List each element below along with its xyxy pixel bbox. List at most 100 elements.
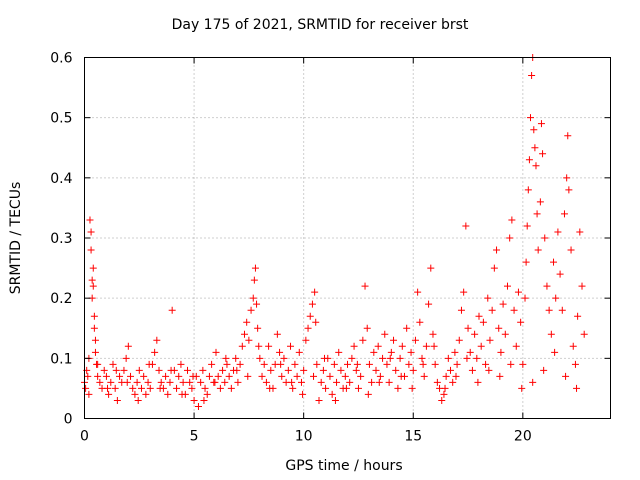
data-point bbox=[523, 222, 531, 230]
data-point bbox=[431, 360, 439, 368]
data-point bbox=[537, 120, 545, 128]
data-point bbox=[409, 366, 417, 374]
x-tick-label: 5 bbox=[190, 429, 199, 445]
data-point bbox=[173, 384, 181, 392]
data-point bbox=[497, 348, 505, 356]
data-point bbox=[302, 336, 310, 344]
data-point bbox=[485, 366, 493, 374]
data-point bbox=[146, 384, 154, 392]
data-point bbox=[167, 366, 175, 374]
data-point bbox=[562, 372, 570, 380]
data-point bbox=[429, 330, 437, 338]
data-point bbox=[540, 366, 548, 374]
x-axis-label: GPS time / hours bbox=[285, 458, 402, 474]
data-point bbox=[144, 378, 152, 386]
data-point bbox=[255, 342, 263, 350]
data-point bbox=[311, 288, 319, 296]
data-point bbox=[91, 336, 99, 344]
data-point bbox=[197, 378, 205, 386]
data-point bbox=[194, 402, 202, 410]
data-point bbox=[518, 384, 526, 392]
data-point bbox=[205, 372, 213, 380]
data-point bbox=[385, 378, 393, 386]
data-point bbox=[475, 312, 483, 320]
data-point bbox=[276, 348, 284, 356]
y-tick-label: 0.1 bbox=[50, 351, 72, 367]
data-point bbox=[251, 264, 259, 272]
data-point bbox=[253, 300, 261, 308]
data-point bbox=[96, 378, 104, 386]
data-point bbox=[543, 282, 551, 290]
data-point bbox=[277, 360, 285, 368]
data-point bbox=[245, 336, 253, 344]
data-point bbox=[315, 396, 323, 404]
data-point bbox=[322, 384, 330, 392]
data-point bbox=[468, 366, 476, 374]
data-point bbox=[319, 366, 327, 374]
data-point bbox=[129, 384, 137, 392]
data-point bbox=[474, 378, 482, 386]
data-point bbox=[306, 312, 314, 320]
data-point bbox=[453, 360, 461, 368]
data-point bbox=[376, 372, 384, 380]
data-point bbox=[440, 390, 448, 398]
data-point bbox=[337, 366, 345, 374]
data-point bbox=[188, 384, 196, 392]
x-tick-label: 20 bbox=[514, 429, 532, 445]
data-point bbox=[383, 360, 391, 368]
data-point bbox=[503, 282, 511, 290]
data-point bbox=[225, 372, 233, 380]
data-point bbox=[299, 390, 307, 398]
data-point bbox=[102, 372, 110, 380]
data-point bbox=[418, 354, 426, 362]
data-point bbox=[140, 372, 148, 380]
data-point bbox=[90, 324, 98, 332]
data-point bbox=[135, 366, 143, 374]
data-point bbox=[496, 372, 504, 380]
data-point bbox=[416, 318, 424, 326]
data-point bbox=[565, 186, 573, 194]
data-point bbox=[381, 330, 389, 338]
y-tick-label: 0 bbox=[64, 412, 73, 428]
data-point bbox=[291, 360, 299, 368]
data-point bbox=[514, 288, 522, 296]
data-point bbox=[227, 384, 235, 392]
data-point bbox=[398, 342, 406, 350]
data-point bbox=[545, 306, 553, 314]
data-point bbox=[506, 234, 514, 242]
data-point bbox=[123, 378, 131, 386]
data-point bbox=[266, 384, 274, 392]
data-point bbox=[501, 330, 509, 338]
data-point bbox=[300, 366, 308, 374]
data-point bbox=[133, 378, 141, 386]
data-point bbox=[394, 384, 402, 392]
data-point bbox=[556, 270, 564, 278]
data-point bbox=[433, 378, 441, 386]
data-point bbox=[510, 306, 518, 314]
data-point bbox=[462, 222, 470, 230]
data-point bbox=[216, 384, 224, 392]
data-point bbox=[164, 390, 172, 398]
data-point bbox=[84, 372, 92, 380]
x-tick-label: 10 bbox=[295, 429, 313, 445]
data-point bbox=[390, 336, 398, 344]
data-point bbox=[284, 366, 292, 374]
data-point bbox=[451, 348, 459, 356]
data-point bbox=[457, 306, 465, 314]
data-point bbox=[113, 396, 121, 404]
data-point bbox=[408, 384, 416, 392]
data-point bbox=[222, 354, 230, 362]
data-point bbox=[233, 366, 241, 374]
data-point bbox=[288, 378, 296, 386]
data-point bbox=[522, 258, 530, 266]
data-point bbox=[249, 294, 257, 302]
data-point bbox=[304, 324, 312, 332]
y-tick-label: 0.5 bbox=[50, 111, 72, 127]
data-point bbox=[107, 378, 115, 386]
data-point bbox=[354, 384, 362, 392]
data-point bbox=[552, 294, 560, 302]
data-point bbox=[189, 372, 197, 380]
data-point bbox=[569, 342, 577, 350]
data-point bbox=[238, 342, 246, 350]
